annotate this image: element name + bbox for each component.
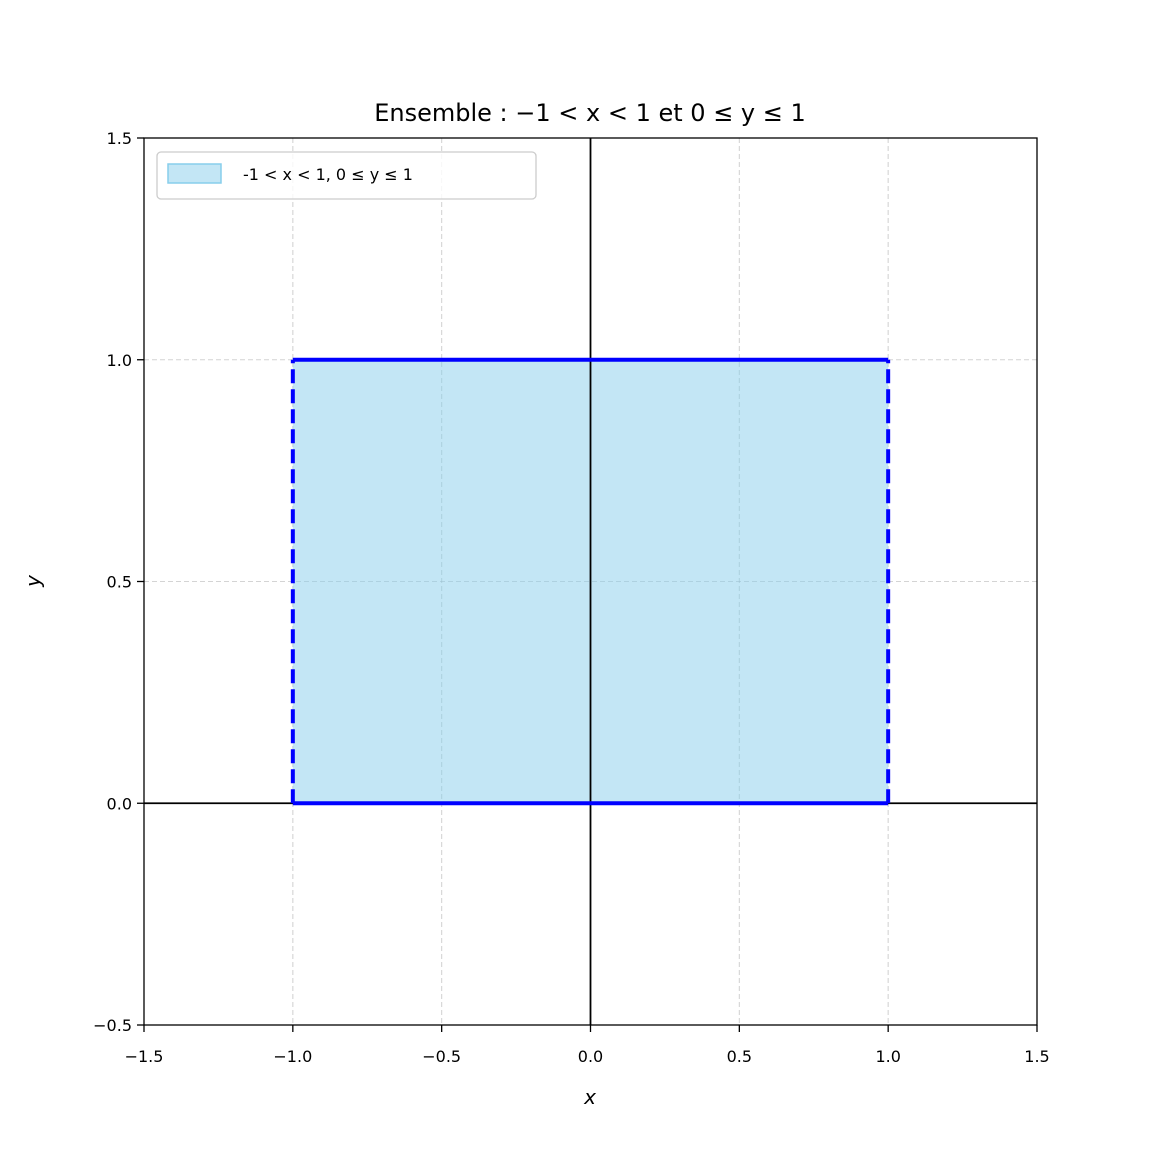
legend: -1 < x < 1, 0 ≤ y ≤ 1 [156,151,537,200]
legend-label: -1 < x < 1, 0 ≤ y ≤ 1 [243,165,413,184]
x-tick-label: 0.5 [727,1047,752,1066]
x-tick-label: −1.5 [125,1047,164,1066]
y-tick-label: 1.0 [107,351,132,370]
region-boundaries [290,357,891,806]
legend-swatch [167,163,222,184]
x-tick-label: 0.0 [578,1047,603,1066]
y-tick-label: 0.0 [107,794,132,813]
y-tick-label: −0.5 [93,1016,132,1035]
x-tick-label: 1.5 [1024,1047,1049,1066]
x-tick-label: −0.5 [422,1047,461,1066]
x-tick-label: −1.0 [273,1047,312,1066]
y-axis-label: y [21,574,45,588]
y-tick-label: 1.5 [107,129,132,148]
chart-title: Ensemble : −1 < x < 1 et 0 ≤ y ≤ 1 [374,99,806,127]
x-axis-label: x [583,1085,596,1109]
x-ticks: −1.5 −1.0 −0.5 0.0 0.5 1.0 1.5 [125,1025,1050,1066]
legend-box [156,151,537,200]
x-tick-label: 1.0 [875,1047,900,1066]
y-tick-label: 0.5 [107,573,132,592]
y-ticks: −0.5 0.0 0.5 1.0 1.5 [93,129,144,1035]
